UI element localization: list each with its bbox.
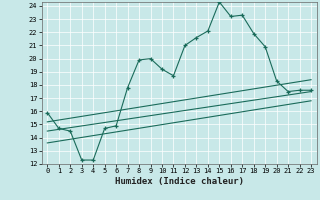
X-axis label: Humidex (Indice chaleur): Humidex (Indice chaleur) (115, 177, 244, 186)
